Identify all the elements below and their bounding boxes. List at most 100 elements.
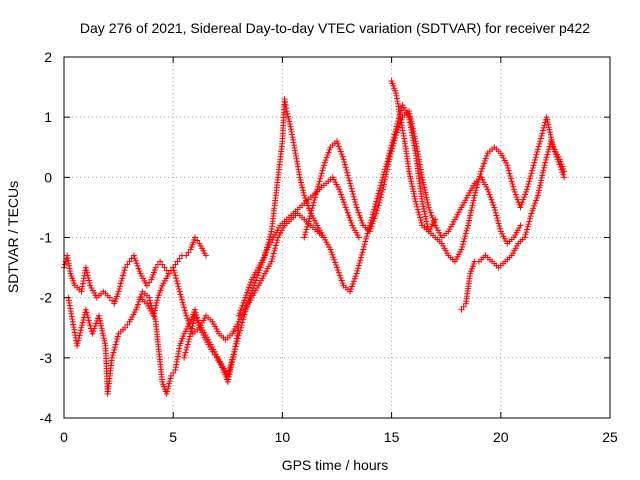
data-point — [353, 204, 360, 211]
data-point-interp — [509, 181, 516, 188]
data-point-interp — [226, 367, 233, 374]
data-point — [115, 288, 122, 295]
data-point-interp — [462, 233, 469, 240]
data-point-interp — [387, 153, 394, 160]
data-point — [183, 252, 190, 259]
data-point-interp — [245, 286, 252, 293]
data-point-interp — [311, 197, 318, 204]
data-point-interp — [248, 290, 255, 297]
y-tick-label: -2 — [40, 290, 53, 306]
data-point — [541, 162, 548, 169]
data-point-interp — [540, 127, 547, 134]
data-point-interp — [135, 298, 142, 305]
data-point — [406, 168, 413, 175]
data-point-interp — [357, 214, 364, 221]
data-point-interp — [109, 297, 116, 304]
data-point-interp — [283, 105, 290, 112]
data-point-interp — [338, 151, 345, 158]
data-point-interp — [249, 287, 256, 294]
data-point-interp — [299, 187, 306, 194]
data-point-interp — [318, 170, 325, 177]
data-point-interp — [542, 156, 549, 163]
data-point-interp — [342, 164, 349, 171]
data-point-interp — [411, 193, 418, 200]
data-point-interp — [339, 280, 346, 287]
data-point-interp — [184, 344, 191, 351]
data-point-interp — [114, 336, 121, 343]
data-point-interp — [408, 120, 415, 127]
data-point-interp — [524, 226, 531, 233]
data-point-interp — [467, 212, 474, 219]
data-point-interp — [85, 277, 92, 284]
data-point-interp — [176, 285, 183, 292]
data-point-interp — [462, 230, 469, 237]
data-point-interp — [546, 126, 553, 133]
data-point-interp — [341, 158, 348, 165]
data-point-interp — [376, 197, 383, 204]
data-point-interp — [430, 217, 437, 224]
data-point-interp — [113, 338, 120, 345]
data-point-interp — [181, 352, 188, 359]
data-point — [340, 156, 347, 163]
data-point-interp — [347, 183, 354, 190]
data-point-interp — [83, 309, 90, 316]
data-point-interp — [266, 236, 273, 243]
data-point — [517, 204, 524, 211]
data-point — [224, 378, 231, 385]
data-point-interp — [335, 269, 342, 276]
data-point-interp — [298, 179, 305, 186]
y-tick-label: -1 — [40, 230, 53, 246]
data-point — [165, 270, 172, 277]
data-point — [163, 390, 170, 397]
data-point-interp — [475, 179, 482, 186]
data-point-interp — [384, 166, 391, 173]
data-point-interp — [285, 113, 292, 120]
data-point-interp — [523, 229, 530, 236]
data-point-interp — [225, 376, 232, 383]
data-point — [554, 156, 561, 163]
data-point-interp — [496, 223, 503, 230]
data-point-interp — [263, 247, 270, 254]
data-point-interp — [99, 327, 106, 334]
data-point-interp — [182, 310, 189, 317]
data-point-interp — [511, 188, 518, 195]
data-point-interp — [363, 235, 370, 242]
data-point-interp — [342, 161, 349, 168]
data-point-interp — [238, 304, 245, 311]
data-point — [366, 228, 373, 235]
data-point — [74, 342, 81, 349]
data-point-interp — [302, 194, 309, 201]
data-point-interp — [547, 131, 554, 138]
data-point-interp — [555, 158, 562, 165]
data-point-interp — [146, 297, 153, 304]
data-point-interp — [235, 332, 242, 339]
data-point-interp — [121, 267, 128, 274]
data-point-interp — [494, 217, 501, 224]
data-point-interp — [473, 187, 480, 194]
data-point — [491, 204, 498, 211]
data-point-interp — [97, 320, 104, 327]
data-point-interp — [131, 255, 138, 262]
data-point-interp — [101, 340, 108, 347]
data-point-interp — [463, 227, 470, 234]
data-point-interp — [165, 383, 172, 390]
data-point-interp — [372, 213, 379, 220]
data-point-interp — [545, 148, 552, 155]
data-point — [336, 186, 343, 193]
data-point-interp — [240, 314, 247, 321]
data-point-interp — [407, 173, 414, 180]
data-point — [334, 264, 340, 271]
data-point — [187, 330, 194, 337]
data-point-interp — [184, 341, 191, 348]
data-point-interp — [330, 254, 337, 261]
data-point — [353, 270, 360, 277]
data-point-interp — [506, 170, 513, 177]
data-point-interp — [374, 207, 381, 214]
data-point-interp — [355, 209, 362, 216]
data-point — [122, 324, 129, 331]
y-axis-label: SDTVAR / TECUs — [5, 181, 21, 293]
data-point — [192, 234, 199, 241]
data-point-interp — [538, 132, 545, 139]
